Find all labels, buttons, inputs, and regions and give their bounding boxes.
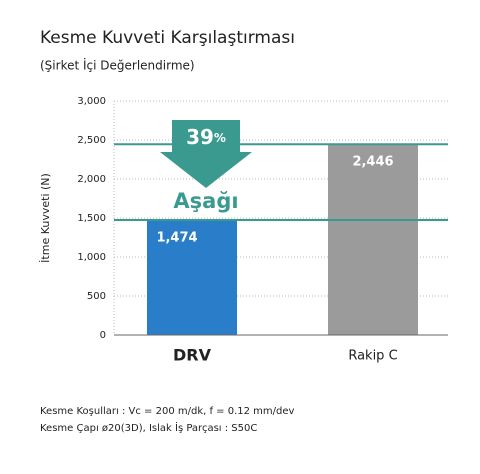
footnote: Kesme Koşulları : Vc = 200 m/dk, f = 0.1… [40, 406, 295, 417]
y-tick-label: 0 [100, 330, 106, 341]
chart-subtitle: (Şirket İçi Değerlendirme) [40, 58, 195, 73]
y-axis-label: İtme Kuvveti (N) [39, 173, 52, 263]
arrow-text: Aşağı [173, 189, 238, 213]
arrow-number: 39 [186, 125, 214, 149]
value-label: 1,474 [156, 231, 197, 246]
reduction-arrow: 39% Aşağı [160, 120, 252, 213]
y-tick-label: 3,000 [77, 96, 106, 107]
bar [328, 144, 418, 335]
value-label: 2,446 [352, 155, 393, 170]
plot-area: 0 500 1,000 1,500 2,000 2,500 3,000 1,474 DRV 2,4… [77, 96, 448, 365]
chart-title: Kesme Kuvveti Karşılaştırması [40, 28, 295, 48]
arrow-unit: % [214, 131, 226, 145]
arrow-label: 39% [186, 125, 226, 149]
y-tick-label: 1,500 [77, 213, 106, 224]
y-tick-label: 500 [87, 291, 106, 302]
y-tick-label: 2,500 [77, 135, 106, 146]
x-tick-label: Rakip C [348, 349, 397, 364]
y-tick-label: 2,000 [77, 174, 106, 185]
footnote: Kesme Çapı ø20(3D), Islak İş Parçası : S… [40, 421, 257, 434]
arrow-shape [160, 120, 252, 188]
x-tick-label: DRV [173, 346, 212, 365]
y-tick-label: 1,000 [77, 252, 106, 263]
bar [147, 220, 237, 335]
